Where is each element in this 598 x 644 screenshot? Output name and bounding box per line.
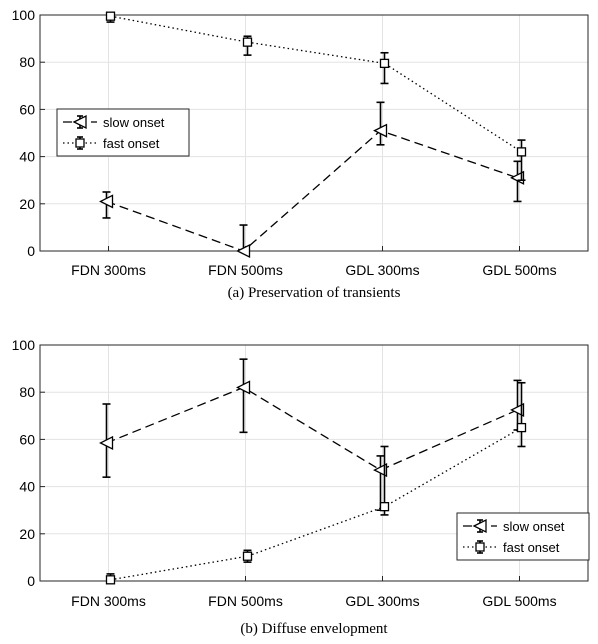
legend-marker — [72, 114, 87, 130]
data-point — [516, 422, 527, 433]
x-tick-label: FDN 300ms — [71, 262, 146, 278]
y-tick-label: 20 — [19, 526, 35, 542]
chart-panel-1: 0 20 40 60 80 100 FDN 300ms FDN 500ms GDL 300ms G… — [12, 7, 589, 301]
axes-box — [39, 344, 589, 582]
legend-label: slow onset — [103, 115, 165, 130]
series-line — [106, 129, 518, 252]
data-point — [242, 37, 253, 47]
series-fast-onset — [105, 11, 527, 181]
y-tick-label: 40 — [19, 479, 35, 495]
series-slow-onset — [99, 358, 525, 512]
data-point — [99, 435, 114, 450]
x-tick-label: GDL 300ms — [345, 262, 419, 278]
series-line — [106, 386, 518, 471]
x-tick-label: GDL 500ms — [482, 262, 556, 278]
x-tick-label: FDN 500ms — [208, 262, 283, 278]
chart-panel-2: 0 20 40 60 80 100 FDN 300ms FDN 500ms GDL 300ms G… — [12, 337, 590, 637]
legend-marker — [75, 138, 85, 148]
y-tick-label: 100 — [12, 7, 36, 23]
legend-marker — [472, 518, 487, 534]
series-fast-onset — [105, 381, 527, 585]
legend-label: slow onset — [503, 519, 565, 534]
y-tick-label: 80 — [19, 384, 35, 400]
legend-label: fast onset — [503, 540, 560, 555]
data-point — [236, 243, 251, 259]
data-point — [99, 194, 114, 209]
x-tick-label: GDL 500ms — [482, 593, 556, 609]
legend: slow onset fast onset — [456, 512, 590, 561]
figure-caption: (b) Diffuse envelopment — [240, 621, 388, 637]
data-point — [236, 380, 251, 395]
data-point — [379, 502, 390, 512]
y-tick-label: 60 — [19, 431, 35, 447]
data-point — [510, 402, 525, 417]
legend-box — [456, 512, 590, 561]
legend-box — [56, 108, 190, 157]
legend-marker — [475, 542, 485, 552]
y-tick-label: 100 — [12, 337, 36, 353]
data-point — [379, 58, 390, 69]
data-point — [516, 147, 527, 157]
series-line — [110, 427, 522, 581]
data-point — [105, 575, 116, 585]
legend: slow onset fast onset — [56, 108, 190, 157]
y-tick-label: 60 — [19, 101, 35, 117]
legend-label: fast onset — [103, 136, 160, 151]
data-point — [373, 123, 388, 138]
axes-box — [39, 14, 589, 252]
figure-caption: (a) Preservation of transients — [228, 285, 401, 301]
data-point — [105, 11, 116, 21]
x-tick-label: FDN 300ms — [71, 593, 146, 609]
data-point — [242, 551, 253, 561]
x-tick-label: FDN 500ms — [208, 593, 283, 609]
y-tick-label: 40 — [19, 149, 35, 165]
y-tick-label: 0 — [27, 243, 35, 259]
y-tick-label: 20 — [19, 196, 35, 212]
x-tick-label: GDL 300ms — [345, 593, 419, 609]
y-tick-label: 80 — [19, 54, 35, 70]
y-tick-label: 0 — [27, 573, 35, 589]
data-point — [373, 463, 388, 478]
